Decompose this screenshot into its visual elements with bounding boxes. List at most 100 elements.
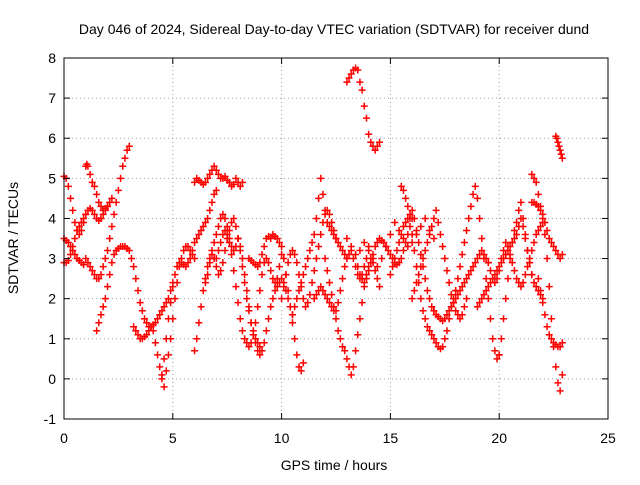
data-point: [288, 311, 296, 319]
data-point: [71, 218, 79, 226]
data-point: [232, 283, 240, 291]
data-point: [358, 299, 366, 307]
data-point: [517, 283, 525, 291]
data-point: [510, 226, 518, 234]
data-point: [125, 142, 133, 150]
data-point: [228, 251, 236, 259]
data-point: [258, 251, 266, 259]
data-point: [143, 319, 151, 327]
data-point: [158, 307, 166, 315]
data-point: [339, 275, 347, 283]
data-point: [395, 239, 403, 247]
data-point: [151, 339, 159, 347]
y-axis-label: SDTVAR / TECUs: [5, 182, 21, 294]
data-point: [130, 323, 138, 331]
data-point: [210, 162, 218, 170]
data-point: [171, 271, 179, 279]
data-point: [367, 259, 375, 267]
data-point: [312, 291, 320, 299]
data-point: [204, 174, 212, 182]
data-point: [208, 198, 216, 206]
data-point: [86, 263, 94, 271]
data-point: [423, 287, 431, 295]
data-point: [349, 255, 357, 263]
data-point: [463, 226, 471, 234]
data-point: [384, 247, 392, 255]
data-point: [521, 230, 529, 238]
data-point: [445, 279, 453, 287]
data-point: [376, 138, 384, 146]
data-point: [323, 295, 331, 303]
data-point: [106, 271, 114, 279]
data-point: [530, 174, 538, 182]
data-point: [486, 315, 494, 323]
series-track-af: [552, 132, 566, 162]
data-point: [347, 371, 355, 379]
data-point: [528, 271, 536, 279]
data-point: [397, 255, 405, 263]
data-point: [373, 142, 381, 150]
data-point: [321, 206, 329, 214]
data-point: [413, 226, 421, 234]
data-point: [365, 243, 373, 251]
data-point: [195, 319, 203, 327]
data-point: [114, 186, 122, 194]
data-point: [543, 255, 551, 263]
data-point: [308, 279, 316, 287]
data-point: [158, 371, 166, 379]
data-point: [302, 263, 310, 271]
data-point: [299, 359, 307, 367]
data-point: [251, 339, 259, 347]
data-point: [206, 259, 214, 267]
data-point: [273, 235, 281, 242]
data-point: [447, 291, 455, 299]
data-point: [421, 214, 429, 222]
data-point: [421, 275, 429, 283]
data-point: [417, 263, 425, 271]
data-point: [454, 291, 462, 299]
data-point: [73, 226, 81, 234]
data-point: [373, 239, 381, 247]
data-point: [558, 339, 566, 347]
data-point: [210, 190, 218, 198]
data-point: [258, 271, 266, 279]
data-point: [315, 243, 323, 251]
x-tick-label: 25: [600, 430, 616, 446]
data-point: [97, 311, 105, 319]
data-point: [410, 287, 418, 295]
data-point: [193, 235, 201, 242]
data-point: [373, 263, 381, 271]
data-point: [180, 247, 188, 255]
data-point: [104, 247, 112, 255]
data-point: [160, 355, 168, 363]
data-point: [513, 275, 521, 283]
data-point: [323, 267, 331, 275]
data-point: [491, 271, 499, 279]
data-point: [367, 138, 375, 146]
data-point: [247, 319, 255, 327]
data-point: [345, 251, 353, 259]
data-point: [241, 335, 249, 343]
data-point: [556, 387, 564, 395]
data-point: [553, 134, 561, 142]
data-point: [554, 379, 562, 387]
data-point: [321, 255, 329, 263]
data-point: [532, 230, 540, 238]
data-point: [343, 355, 351, 363]
data-point: [362, 275, 370, 283]
data-point: [341, 347, 349, 355]
data-point: [262, 327, 270, 335]
data-point: [432, 206, 440, 214]
data-point: [436, 230, 444, 238]
data-point: [99, 303, 107, 311]
data-point: [456, 315, 464, 323]
data-point: [271, 287, 279, 295]
data-point: [332, 307, 340, 315]
data-point: [513, 218, 521, 226]
data-point: [537, 222, 545, 230]
data-point: [310, 295, 318, 303]
data-point: [90, 182, 98, 190]
series-track-w: [408, 206, 471, 323]
data-point: [539, 299, 547, 307]
